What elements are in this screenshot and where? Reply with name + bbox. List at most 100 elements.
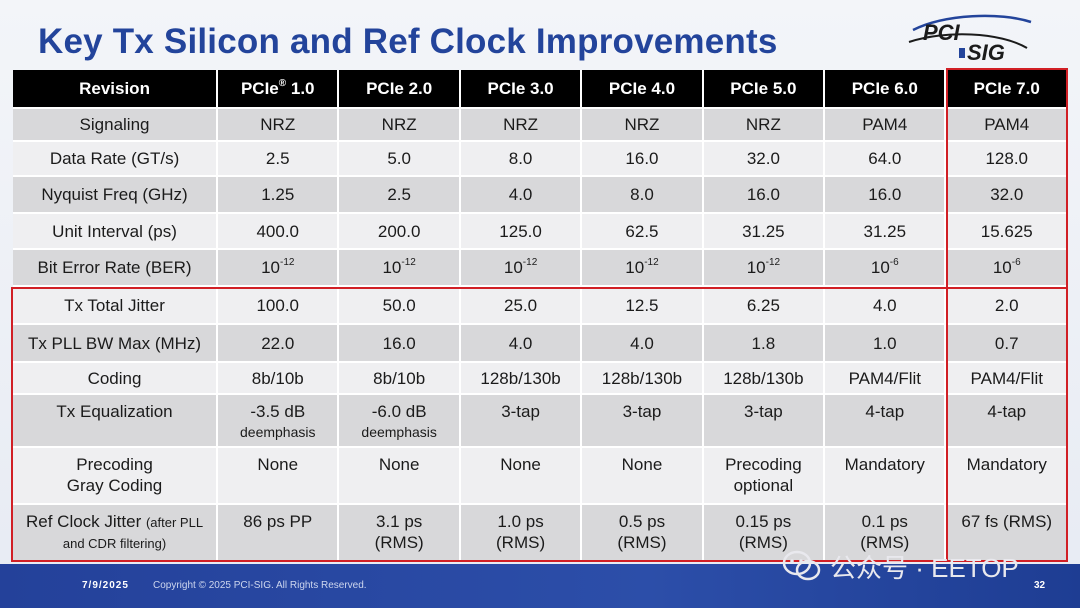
table-cell: 12.5: [581, 285, 704, 324]
ber-exponent: -12: [401, 257, 416, 269]
header-revision: Revision: [13, 70, 219, 108]
table-cell: 3-tap: [459, 393, 583, 447]
row-label: Precoding Gray Coding: [13, 446, 219, 504]
row-label: Coding: [13, 361, 219, 394]
table-cell: 16.0: [338, 323, 461, 362]
cell-line: (RMS): [617, 533, 667, 552]
table-cell: 32.0: [702, 140, 826, 176]
row-label: Ref Clock Jitter (after PLL and CDR filte…: [13, 503, 219, 560]
table-cell: 6.25: [702, 285, 826, 324]
table-cell: 5.0: [338, 140, 461, 176]
slide-title: Key Tx Silicon and Ref Clock Improvement…: [38, 22, 778, 61]
pci-sig-logo: PCI SIG: [908, 14, 1032, 65]
ber-base: 10: [503, 258, 523, 277]
table-cell: 25.0: [459, 285, 583, 324]
header-pcie-2: PCIe 2.0: [338, 70, 461, 108]
table-cell: -3.5 dB deemphasis: [217, 393, 340, 447]
table-cell: 3-tap: [702, 393, 826, 447]
table-cell: 0.7: [945, 323, 1067, 362]
table-cell: 31.25: [824, 212, 947, 249]
table-cell: 8b/10b: [338, 361, 461, 394]
header-pcie-6: PCIe 6.0: [824, 70, 947, 108]
row-label: Tx PLL BW Max (MHz): [13, 323, 219, 362]
table-cell: 4.0: [459, 323, 583, 362]
table-cell: 32.0: [945, 175, 1067, 213]
table-cell: None: [459, 446, 583, 504]
cell-line: Precoding: [725, 455, 802, 474]
ber-exponent: -12: [522, 257, 538, 269]
cell-subline: deemphasis: [361, 424, 437, 440]
table-cell: 1.25: [217, 175, 340, 213]
ber-exponent: -12: [644, 257, 659, 269]
ber-cell: 10-6: [945, 248, 1067, 286]
table-header-row: Revision PCIe® 1.0 PCIe 2.0 PCIe 3.0 PCI…: [13, 70, 1067, 108]
table-cell: 128.0: [945, 140, 1067, 176]
table-cell: 100.0: [217, 285, 340, 324]
footer-copyright: Copyright © 2025 PCI-SIG. All Rights Res…: [153, 580, 367, 591]
table-row: Tx Equalization -3.5 dB deemphasis -6.0 d…: [13, 393, 1067, 447]
table-cell: NRZ: [459, 107, 583, 141]
table-row: Bit Error Rate (BER) 10-12 10-12 10-12 1…: [13, 248, 1067, 286]
cell-line: -3.5 dB: [250, 402, 306, 421]
table-cell: 16.0: [702, 175, 826, 213]
label-note: (after PLL: [145, 515, 204, 530]
table-cell: 128b/130b: [702, 361, 826, 394]
ber-cell: 10-12: [459, 248, 583, 286]
table-cell: 22.0: [217, 323, 340, 362]
header-pcie-1-version: 1.0: [290, 78, 315, 98]
table-row: Unit Interval (ps) 400.0 200.0 125.0 62.…: [13, 212, 1067, 249]
cell-line: (RMS): [738, 533, 788, 552]
table-cell: 8.0: [459, 140, 583, 176]
table-cell: 2.5: [217, 140, 340, 176]
row-label: Tx Equalization: [13, 393, 219, 447]
table-cell: NRZ: [581, 107, 704, 141]
row-label: Unit Interval (ps): [13, 212, 219, 249]
wechat-icon: [782, 550, 821, 581]
ber-base: 10: [746, 258, 766, 277]
table-cell: 62.5: [581, 212, 704, 249]
ber-base: 10: [382, 258, 402, 277]
table-cell: 3.1 ps (RMS): [338, 503, 461, 560]
table-cell: 125.0: [459, 212, 583, 249]
table-cell: 2.0: [945, 285, 1067, 324]
table-cell: 8.0: [581, 175, 704, 213]
table-cell: 1.0 ps (RMS): [459, 503, 583, 560]
table-cell: None: [338, 446, 461, 504]
table-cell: PAM4/Flit: [824, 361, 947, 394]
table-cell: 0.5 ps (RMS): [581, 503, 704, 560]
label-note: and CDR filtering): [62, 536, 167, 551]
cell-line: (RMS): [860, 533, 910, 552]
table-cell: None: [581, 446, 704, 504]
ber-base: 10: [992, 258, 1012, 277]
registered-mark: ®: [278, 77, 287, 89]
table-cell: 2.5: [338, 175, 461, 213]
row-label: Signaling: [13, 107, 219, 141]
header-pcie-1-name: PCIe: [240, 78, 279, 98]
ber-exponent: -6: [889, 257, 899, 269]
cell-line: 0.1 ps: [861, 512, 908, 531]
ber-exponent: -12: [279, 257, 295, 269]
table-row: Data Rate (GT/s) 2.5 5.0 8.0 16.0 32.0 6…: [13, 140, 1067, 176]
page-number: 32: [1034, 580, 1046, 591]
table-cell: 200.0: [338, 212, 461, 249]
watermark-text: 公众号 · EETOP: [830, 552, 1019, 583]
ber-cell: 10-6: [824, 248, 947, 286]
table-cell: 1.0: [824, 323, 947, 362]
cell-line: 0.5 ps: [618, 512, 666, 531]
row-label: Data Rate (GT/s): [13, 140, 219, 176]
table-row: Ref Clock Jitter (after PLL and CDR filte…: [13, 503, 1067, 560]
table-cell: 4.0: [459, 175, 583, 213]
cell-line: optional: [733, 476, 794, 495]
table-cell: 128b/130b: [581, 361, 704, 394]
table-cell: 64.0: [824, 140, 947, 176]
ber-base: 10: [625, 258, 645, 277]
table-cell: 4.0: [824, 285, 947, 324]
table-cell: 4-tap: [824, 393, 947, 447]
cell-line: -6.0 dB: [371, 402, 427, 421]
table-cell: 1.8: [702, 323, 826, 362]
table-cell: PAM4: [945, 107, 1067, 141]
watermark: 公众号 · EETOP: [782, 546, 1019, 586]
header-pcie-3: PCIe 3.0: [459, 70, 583, 108]
header-pcie-1: PCIe® 1.0: [217, 70, 340, 108]
table-cell: 0.1 ps (RMS): [824, 503, 947, 560]
